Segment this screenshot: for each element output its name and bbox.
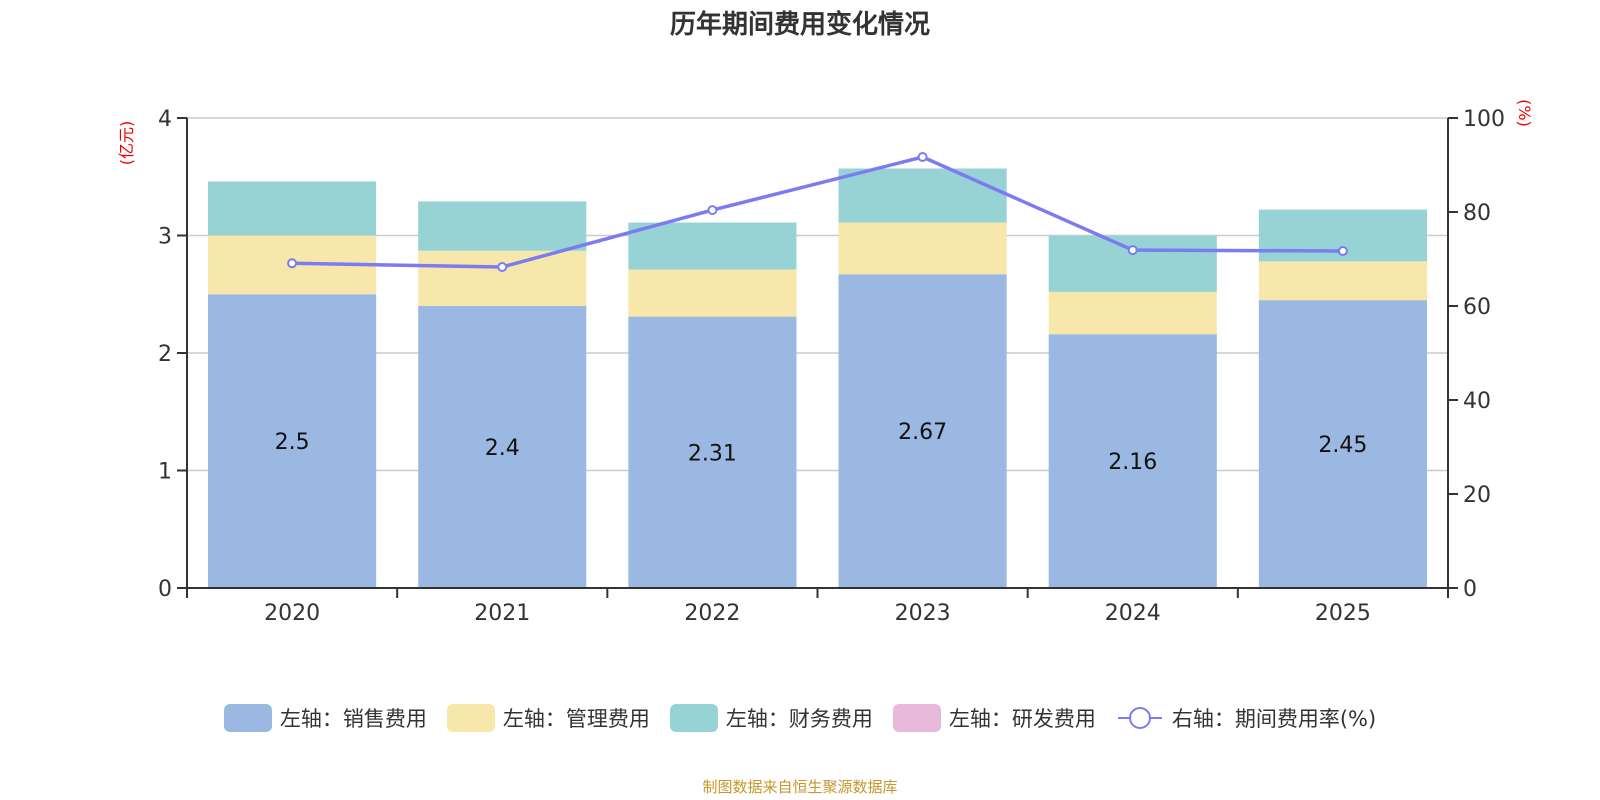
y-right-tick-label: 0 xyxy=(1463,577,1477,602)
bar-segment-2024-0 xyxy=(1048,334,1217,588)
legend-label-sales: 左轴：销售费用 xyxy=(279,707,427,731)
legend-swatch-rnd xyxy=(892,704,941,732)
y-left-tick-label: 1 xyxy=(158,460,172,485)
x-tick-label: 2022 xyxy=(684,601,740,626)
bar-data-label: 2.45 xyxy=(1318,433,1367,458)
y-left-tick-label: 0 xyxy=(158,577,172,602)
legend: 左轴：销售费用 左轴：管理费用 左轴：财务费用 左轴：研发费用 右轴：期间费用率… xyxy=(0,703,1600,733)
bar-segment-2020-2 xyxy=(208,181,377,236)
x-tick-label: 2025 xyxy=(1315,601,1371,626)
expense-rate-point-2020 xyxy=(287,258,298,269)
bar-segment-2021-2 xyxy=(418,201,587,251)
bar-segment-2023-2 xyxy=(838,168,1007,223)
legend-swatch-sales xyxy=(223,704,272,732)
x-tick-label: 2024 xyxy=(1105,601,1161,626)
bar-segment-2021-1 xyxy=(418,250,587,306)
bar-segment-2020-0 xyxy=(208,294,377,588)
expense-rate-line xyxy=(292,155,1343,269)
bar-segment-2023-0 xyxy=(838,274,1007,588)
y-left-tick-label: 2 xyxy=(158,342,172,367)
x-tick-label: 2021 xyxy=(474,601,530,626)
bar-segment-2025-1 xyxy=(1258,261,1427,301)
legend-line-circle-icon xyxy=(1116,704,1164,732)
expense-rate-point-2021 xyxy=(497,261,508,272)
legend-label-rnd: 左轴：研发费用 xyxy=(948,707,1096,731)
chart-plot: 01234020406080100(亿元)(%)2.520202.420212.… xyxy=(117,99,1534,626)
legend-label-admin: 左轴：管理费用 xyxy=(502,707,650,731)
bar-segment-2025-0 xyxy=(1258,300,1427,588)
bar-segment-2021-0 xyxy=(418,306,587,588)
y-right-tick-label: 60 xyxy=(1463,295,1491,320)
chart-title: 历年期间费用变化情况 xyxy=(669,10,930,40)
x-tick-label: 2023 xyxy=(895,601,951,626)
y-left-tick-label: 3 xyxy=(158,225,172,250)
expense-rate-point-2023 xyxy=(917,152,928,163)
y-right-tick-label: 20 xyxy=(1463,483,1491,508)
legend-item-admin[interactable]: 左轴：管理费用 xyxy=(446,703,650,733)
legend-label-finance: 左轴：财务费用 xyxy=(725,707,873,731)
legend-item-rnd[interactable]: 左轴：研发费用 xyxy=(892,703,1096,733)
bar-segment-2022-0 xyxy=(628,316,797,588)
y-left-tick-label: 4 xyxy=(158,107,172,132)
bar-data-label: 2.4 xyxy=(485,436,520,461)
y-left-axis-label: (亿元) xyxy=(117,121,136,166)
legend-swatch-finance xyxy=(669,704,718,732)
data-source-note: 制图数据来自恒生聚源数据库 xyxy=(702,778,898,796)
legend-item-finance[interactable]: 左轴：财务费用 xyxy=(669,703,873,733)
bar-segment-2022-1 xyxy=(628,269,797,317)
bar-segment-2023-1 xyxy=(838,222,1007,275)
y-right-tick-label: 100 xyxy=(1463,107,1505,132)
y-right-axis-label: (%) xyxy=(1515,99,1534,127)
bar-data-label: 2.5 xyxy=(275,430,310,455)
legend-label-expense-rate: 右轴：期间费用率(%) xyxy=(1171,707,1377,731)
legend-swatch-admin xyxy=(446,704,495,732)
expense-rate-point-2022 xyxy=(707,205,718,216)
bar-data-label: 2.67 xyxy=(898,420,947,445)
legend-item-expense-rate[interactable]: 右轴：期间费用率(%) xyxy=(1116,703,1376,733)
legend-item-sales[interactable]: 左轴：销售费用 xyxy=(223,703,427,733)
expense-rate-point-2025 xyxy=(1337,246,1348,257)
y-right-tick-label: 80 xyxy=(1463,201,1491,226)
y-right-tick-label: 40 xyxy=(1463,389,1491,414)
bar-segment-2022-2 xyxy=(628,222,797,270)
x-tick-label: 2020 xyxy=(264,601,320,626)
expense-rate-point-2024 xyxy=(1127,245,1138,256)
bar-data-label: 2.16 xyxy=(1108,450,1157,475)
bar-segment-2024-2 xyxy=(1048,235,1217,292)
bar-data-label: 2.31 xyxy=(688,441,737,466)
bar-segment-2024-1 xyxy=(1048,291,1217,335)
